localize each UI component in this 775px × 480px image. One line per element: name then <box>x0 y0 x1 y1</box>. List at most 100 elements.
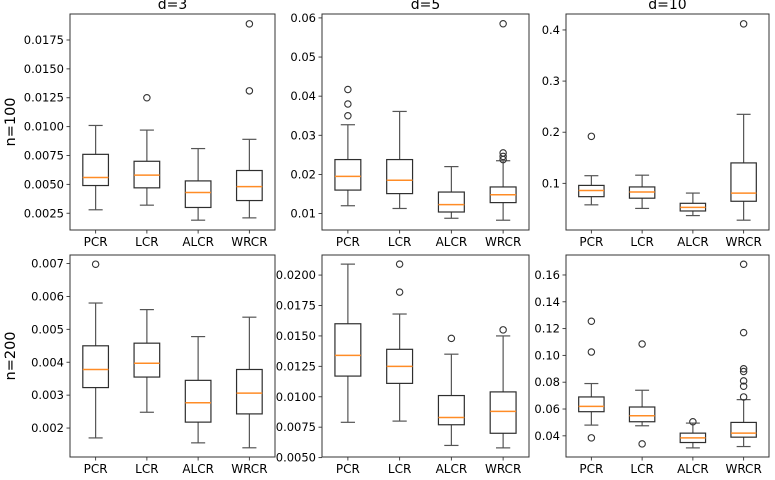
boxplot-alcr <box>679 417 707 449</box>
x-tick-label: ALCR <box>677 235 709 249</box>
y-tick-label: 0.01 <box>290 207 316 221</box>
x-tick-label: ALCR <box>436 462 468 476</box>
flier-point <box>689 417 697 426</box>
flier-point <box>499 149 507 157</box>
y-tick-label: 0.006 <box>31 289 64 303</box>
subplot-r1c2: 0.04 0.06 0.08 0.10 0.12 0.14 0.16 PCR LCR ALCR WR… <box>534 254 770 476</box>
x-tick-label: LCR <box>135 235 158 249</box>
y-tick-label: 0.06 <box>534 402 560 416</box>
iqr-box <box>578 396 605 413</box>
flier-point <box>344 85 352 94</box>
iqr-box <box>489 391 517 434</box>
y-tick-label: 0.0150 <box>276 329 316 343</box>
subplot-r0c2: 0.1 0.2 0.3 0.4 PCR LCR ALCR WRCR d=10 <box>542 0 770 249</box>
flier-point <box>447 334 456 343</box>
subplot-r1c1: 0.0050 0.0075 0.0100 0.0125 0.0150 0.0175 0.02… <box>276 254 530 476</box>
y-tick-label: 0.0050 <box>24 177 64 191</box>
y-tick-label: 0.06 <box>290 11 316 25</box>
y-tick-label: 0.0025 <box>24 206 64 220</box>
iqr-box <box>82 153 110 187</box>
x-tick-label: LCR <box>388 462 411 476</box>
boxplot-lcr <box>133 309 161 413</box>
x-tick-label: WRCR <box>485 235 521 249</box>
y-tick-label: 0.4 <box>542 23 560 37</box>
boxplot-pcr <box>578 132 605 206</box>
flier-point <box>245 20 254 28</box>
iqr-box <box>82 345 110 389</box>
iqr-box <box>133 342 161 378</box>
flier-point <box>143 93 151 102</box>
y-tick-label: 0.0050 <box>276 451 316 465</box>
boxplot-wrcr <box>489 20 517 221</box>
flier-point <box>395 260 404 268</box>
y-tick-label: 0.03 <box>290 128 316 142</box>
flier-point <box>344 100 352 108</box>
x-tick-label: PCR <box>579 235 603 249</box>
boxplot-alcr <box>437 334 465 447</box>
flier-point <box>587 434 596 442</box>
flier-point <box>587 348 596 356</box>
y-tick-label: 0.0100 <box>24 120 64 134</box>
iqr-box <box>184 379 212 423</box>
y-tick-label: 0.005 <box>31 322 64 336</box>
subplot-title: d=10 <box>648 0 686 13</box>
iqr-box <box>235 169 263 202</box>
subplot-r0c0: 0.0025 0.0050 0.0075 0.0100 0.0125 0.0150 0.01… <box>3 0 276 249</box>
y-tick-label: 0.0175 <box>24 33 64 47</box>
iqr-box <box>184 180 212 209</box>
boxplot-wrcr <box>235 20 263 219</box>
y-tick-label: 0.14 <box>534 295 560 309</box>
boxplot-alcr <box>184 335 212 444</box>
y-tick-label: 0.10 <box>534 348 560 362</box>
flier-point <box>587 317 596 325</box>
subplot-title: d=5 <box>411 0 441 13</box>
boxplot-wrcr <box>489 326 517 449</box>
y-tick-label: 0.0075 <box>276 420 316 434</box>
y-tick-label: 0.3 <box>542 74 560 88</box>
y-tick-label: 0.007 <box>31 257 64 271</box>
x-tick-label: LCR <box>630 462 653 476</box>
x-tick-label: PCR <box>84 462 108 476</box>
subplot-r0c1: 0.01 0.02 0.03 0.04 0.05 0.06 PCR LCR ALCR WRCR d=… <box>290 0 530 249</box>
x-tick-label: PCR <box>336 235 360 249</box>
boxplot-pcr <box>578 317 605 442</box>
iqr-box <box>730 162 757 202</box>
y-tick-label: 0.16 <box>534 268 560 282</box>
flier-point <box>739 260 748 268</box>
flier-point <box>739 382 748 390</box>
y-tick-label: 0.003 <box>31 388 64 402</box>
x-tick-label: WRCR <box>231 235 267 249</box>
row-label: n=100 <box>3 97 19 146</box>
x-tick-label: PCR <box>579 462 603 476</box>
iqr-box <box>334 323 362 377</box>
flier-point <box>245 87 254 95</box>
iqr-box <box>628 406 656 423</box>
x-tick-label: ALCR <box>182 462 214 476</box>
x-tick-label: PCR <box>336 462 360 476</box>
flier-point <box>344 111 352 120</box>
flier-point <box>395 288 404 296</box>
boxplot-alcr <box>437 166 465 219</box>
flier-point <box>739 20 748 28</box>
flier-point <box>739 393 748 401</box>
x-tick-label: WRCR <box>725 462 761 476</box>
y-tick-label: 0.0075 <box>24 148 64 162</box>
y-tick-label: 0.0200 <box>276 268 316 282</box>
y-tick-label: 0.004 <box>31 355 64 369</box>
iqr-box <box>437 191 465 213</box>
x-tick-label: ALCR <box>182 235 214 249</box>
y-tick-label: 0.0100 <box>276 390 316 404</box>
y-tick-label: 0.1 <box>542 176 560 190</box>
flier-point <box>739 367 748 376</box>
x-tick-label: LCR <box>630 235 653 249</box>
flier-point <box>587 132 596 141</box>
flier-point <box>739 365 748 373</box>
boxplot-wrcr <box>235 316 263 449</box>
x-tick-label: LCR <box>135 462 158 476</box>
boxplot-wrcr <box>730 20 757 221</box>
iqr-box <box>437 394 465 426</box>
boxplot-lcr <box>133 93 161 206</box>
iqr-box <box>235 368 263 415</box>
y-tick-label: 0.0175 <box>276 299 316 313</box>
